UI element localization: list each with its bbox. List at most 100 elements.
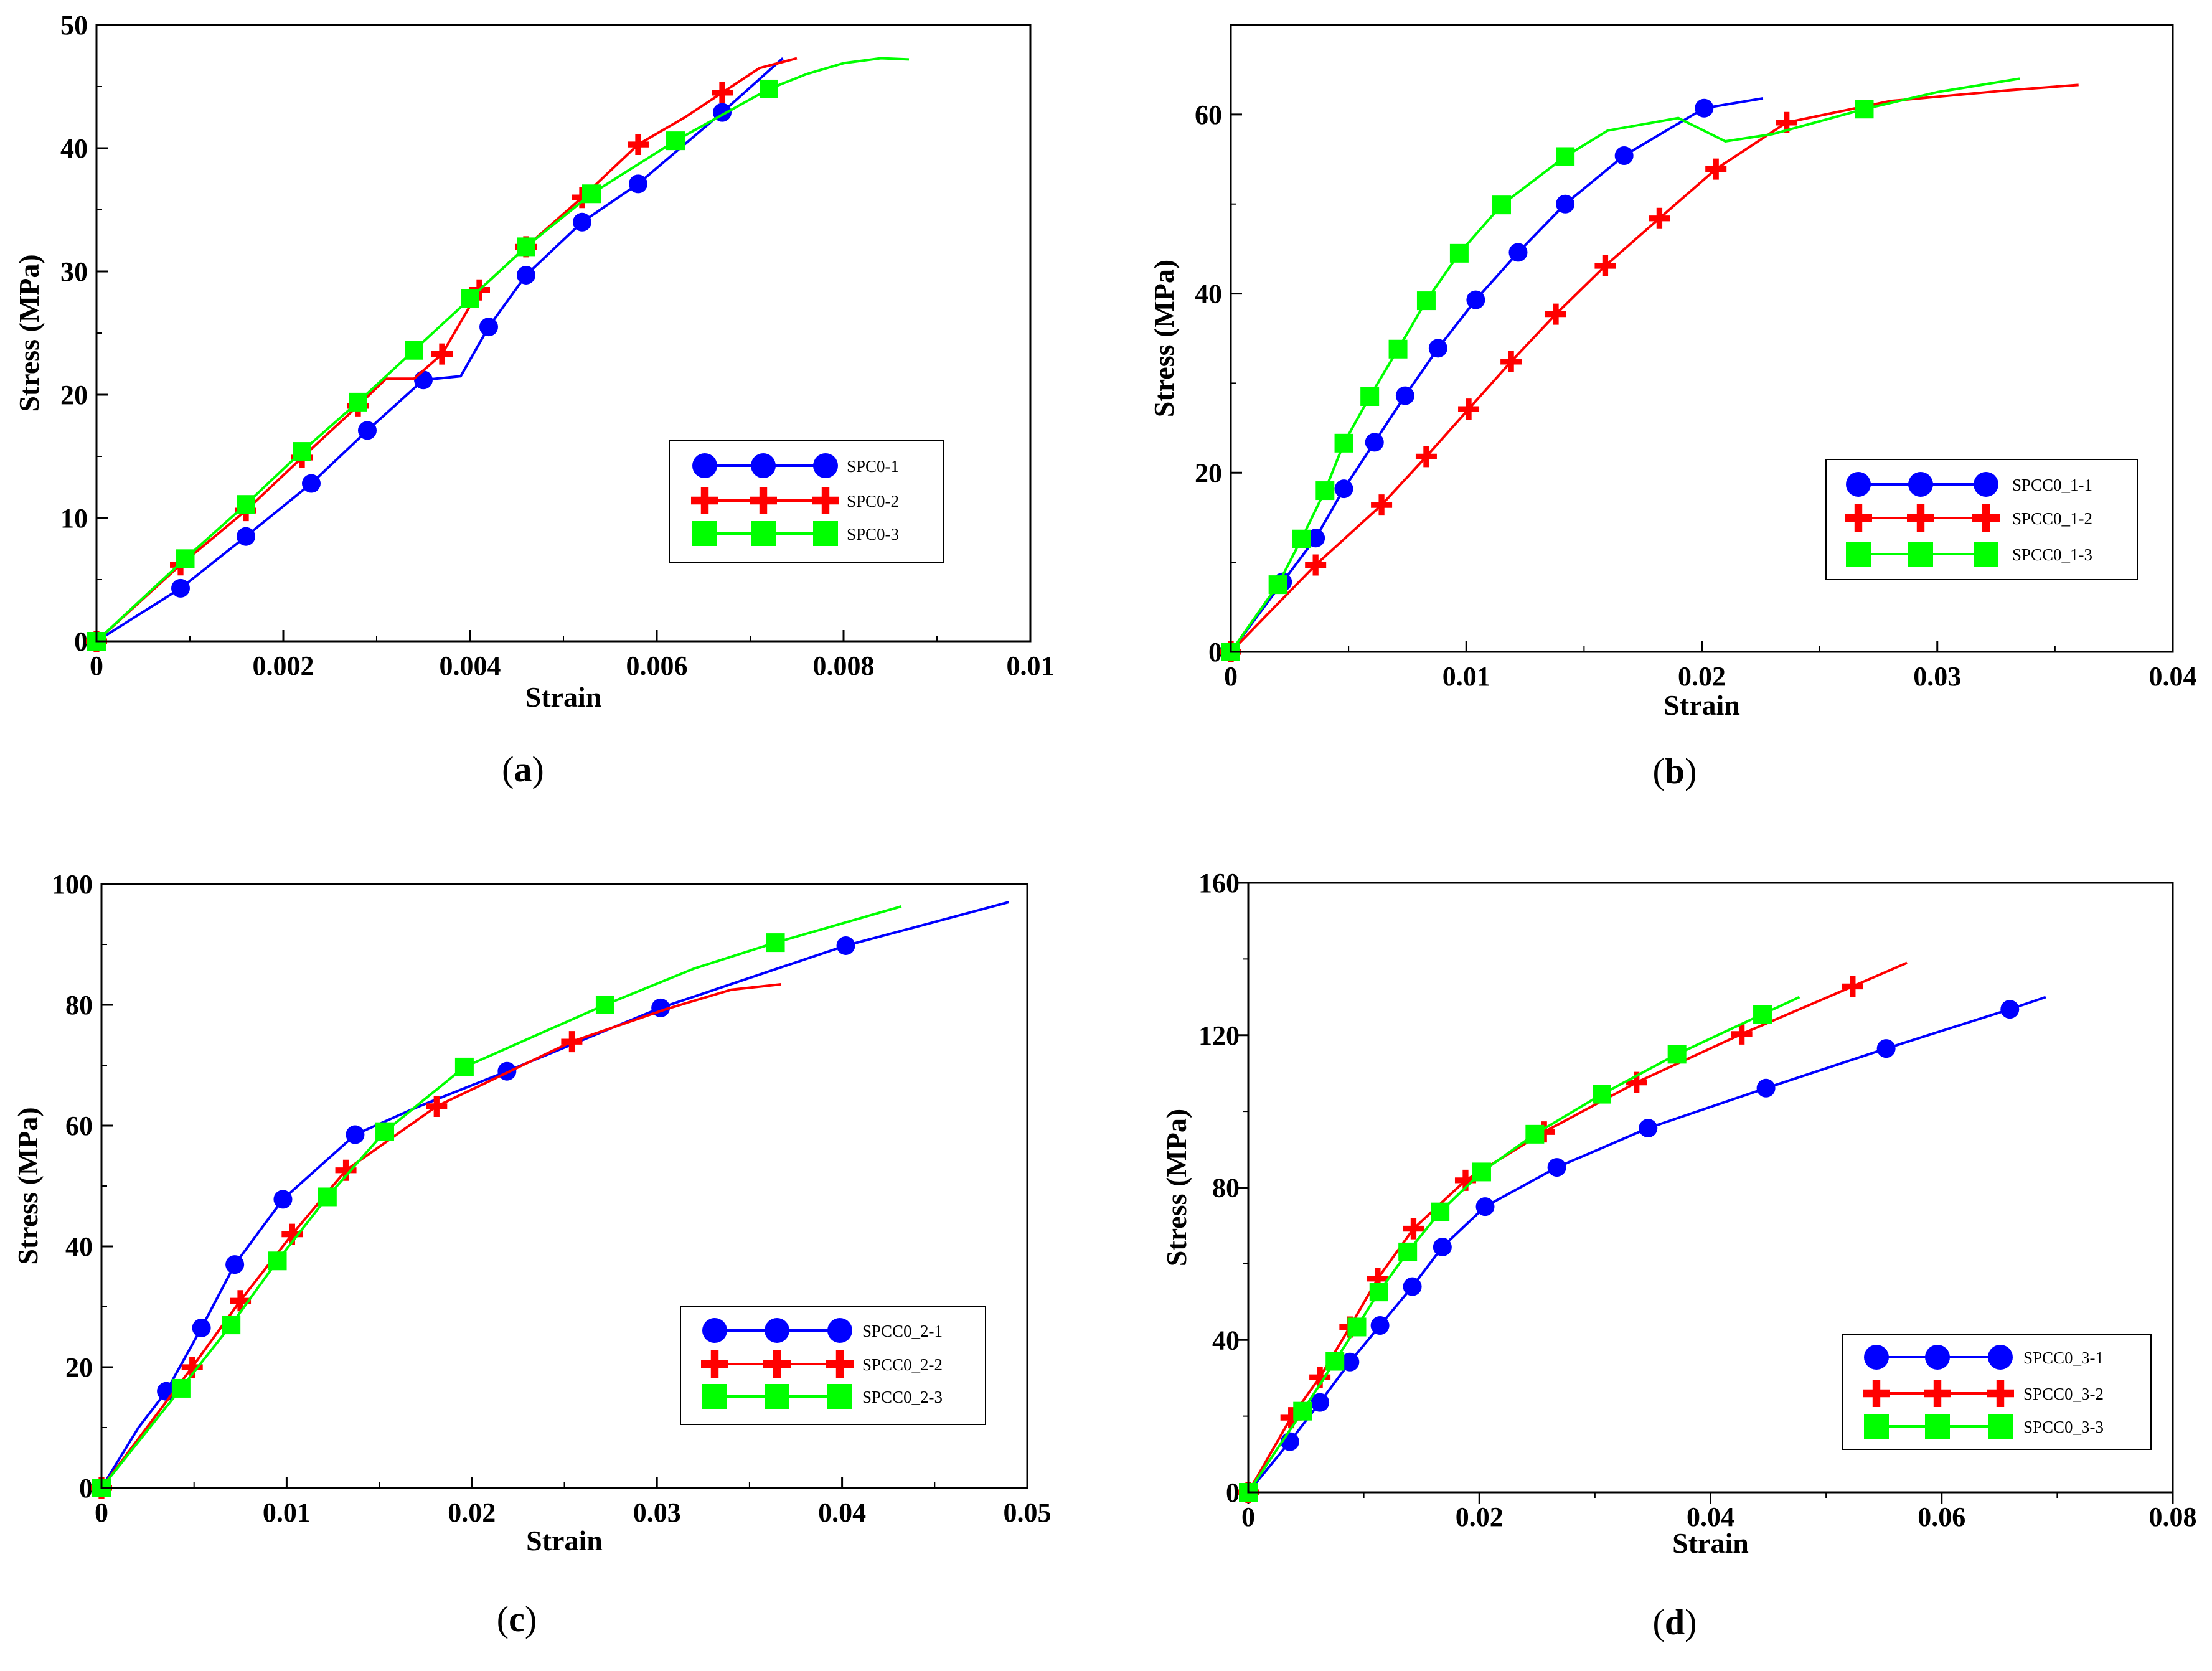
legend-marker	[763, 1350, 791, 1378]
legend-marker	[692, 521, 717, 546]
series-line-SPC0-2	[95, 57, 798, 643]
data-point	[426, 1095, 448, 1117]
data-point	[497, 1061, 517, 1081]
legend-marker	[702, 1384, 727, 1409]
legend-marker	[1908, 472, 1933, 497]
legend-marker	[765, 1318, 789, 1343]
panel-caption: (c)	[497, 1599, 537, 1639]
data-point	[349, 392, 367, 412]
y-tick-label: 100	[52, 869, 93, 900]
x-axis-title: Strain	[525, 681, 602, 713]
legend-label: SPC0-3	[847, 525, 899, 544]
data-point	[1416, 291, 1436, 311]
data-point	[1292, 529, 1311, 548]
x-axis-title: Strain	[1672, 1527, 1749, 1559]
legend-marker	[827, 1318, 852, 1343]
data-point	[517, 237, 535, 257]
panel-caption: (b)	[1653, 751, 1697, 791]
legend-marker	[827, 1384, 852, 1409]
y-tick-label: 60	[65, 1111, 93, 1141]
data-point	[1855, 100, 1874, 119]
data-point	[1315, 481, 1335, 501]
legend-marker	[1864, 1345, 1889, 1370]
data-point	[1475, 1197, 1495, 1217]
y-tick-label: 30	[60, 257, 88, 287]
data-point	[1876, 1039, 1896, 1058]
data-point	[431, 343, 453, 365]
data-point	[1594, 255, 1616, 276]
panel-caption: (a)	[502, 749, 544, 789]
x-tick-label: 0.02	[1678, 661, 1726, 692]
legend-marker	[1924, 1380, 1951, 1407]
y-tick-label: 40	[1212, 1325, 1240, 1355]
x-tick-label: 0	[1224, 661, 1238, 692]
legend-marker	[701, 1350, 728, 1378]
panel-caption: (d)	[1653, 1602, 1697, 1642]
data-point	[1305, 554, 1327, 576]
legend-marker	[1863, 1380, 1890, 1407]
data-point	[1428, 339, 1447, 358]
data-point	[454, 1057, 474, 1076]
legend-marker	[750, 487, 777, 514]
legend-marker	[751, 521, 776, 546]
panel-a: 0 0.002 0.004 0.006 0.008 0.01 0 10 20 30 40 50 Stra…	[13, 10, 1055, 789]
legend-marker	[1845, 504, 1872, 532]
x-tick-label: 0.05	[1004, 1497, 1052, 1528]
data-point	[1842, 976, 1863, 997]
data-point	[1500, 351, 1522, 372]
x-tick-label: 0.006	[626, 651, 688, 681]
data-point	[1556, 194, 1575, 214]
x-tick-label: 0	[90, 651, 103, 681]
data-point	[1334, 433, 1353, 453]
y-tick-label: 20	[65, 1352, 93, 1383]
data-point	[1639, 1119, 1658, 1138]
data-point	[1458, 398, 1480, 420]
x-tick-label: 0.02	[448, 1497, 496, 1528]
legend-marker	[702, 1318, 727, 1343]
y-axis-title: Stress (MPa)	[1148, 260, 1180, 417]
data-point	[318, 1187, 337, 1207]
data-point	[1433, 1237, 1452, 1256]
data-point	[1731, 1023, 1753, 1045]
legend-label: SPC0-2	[847, 492, 899, 511]
data-point	[225, 1255, 245, 1274]
data-point	[302, 474, 321, 493]
legend-marker	[826, 1350, 854, 1378]
data-point	[1325, 1352, 1345, 1371]
data-point	[1466, 290, 1485, 309]
legend-marker	[751, 453, 776, 478]
y-tick-label: 40	[65, 1231, 93, 1262]
legend-label: SPC0-1	[847, 457, 899, 476]
x-tick-label: 0	[1241, 1502, 1255, 1532]
x-tick-label: 0.01	[263, 1497, 311, 1528]
x-tick-label: 0.01	[1007, 651, 1055, 681]
data-point	[1614, 146, 1634, 166]
y-tick-label: 40	[60, 133, 88, 164]
data-point	[1388, 339, 1408, 359]
x-tick-label: 0.002	[253, 651, 314, 681]
data-point	[268, 1251, 287, 1271]
data-point	[836, 936, 855, 955]
data-point	[222, 1316, 241, 1335]
legend-label: SPCC0_2-2	[862, 1355, 943, 1374]
y-axis-title: Stress (MPa)	[1160, 1109, 1192, 1266]
y-tick-label: 10	[60, 503, 88, 534]
y-tick-label: 60	[1195, 100, 1222, 130]
y-tick-label: 80	[65, 990, 93, 1020]
legend-label: SPCC0_2-3	[862, 1388, 943, 1406]
data-point	[1649, 207, 1670, 229]
plot-frame	[1230, 24, 2174, 653]
legend-marker	[813, 453, 838, 478]
data-point	[517, 265, 535, 285]
data-point	[1756, 1078, 1776, 1098]
data-point	[176, 549, 195, 568]
y-tick-label: 50	[60, 10, 88, 40]
legend-marker	[813, 521, 838, 546]
data-point	[595, 996, 614, 1014]
plot-frame	[1247, 882, 2174, 1494]
y-axis-title: Stress (MPa)	[12, 1107, 44, 1264]
data-point	[293, 442, 311, 461]
data-point	[1556, 147, 1575, 166]
legend-marker	[1974, 472, 1998, 497]
